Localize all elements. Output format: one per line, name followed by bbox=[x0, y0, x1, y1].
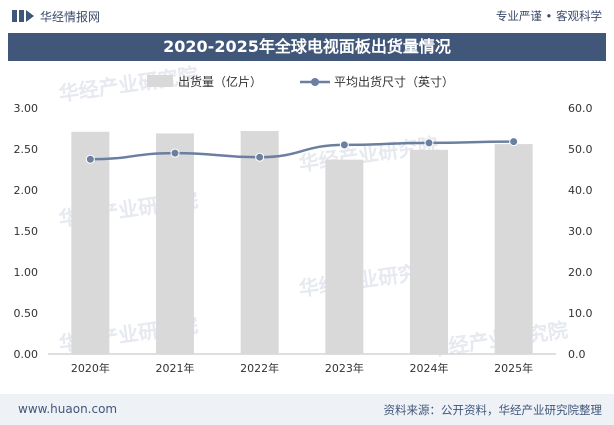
x-tick-label: 2025年 bbox=[494, 361, 533, 375]
line-series bbox=[90, 140, 514, 161]
x-tick-label: 2023年 bbox=[325, 361, 364, 375]
x-tick-label: 2020年 bbox=[71, 361, 110, 375]
chart-area: 华经产业研究院华经产业研究院华经产业研究院华经产业研究院华经产业研究院华经产业研… bbox=[0, 61, 614, 393]
line-point bbox=[339, 140, 349, 150]
line-point bbox=[85, 154, 95, 164]
line-point bbox=[509, 137, 519, 147]
y-right-tick-label: 40.0 bbox=[568, 184, 593, 197]
y-right-tick-label: 60.0 bbox=[568, 102, 593, 115]
y-left-tick-label: 2.50 bbox=[14, 143, 39, 156]
y-left-tick-label: 2.00 bbox=[14, 184, 39, 197]
y-right-tick-label: 30.0 bbox=[568, 225, 593, 238]
header-bar: 华经情报网 专业严谨 • 客观科学 bbox=[0, 0, 614, 33]
y-right-tick-label: 20.0 bbox=[568, 266, 593, 279]
y-right-tick-label: 50.0 bbox=[568, 143, 593, 156]
chart-title: 2020-2025年全球电视面板出货量情况 bbox=[8, 33, 606, 61]
x-tick-label: 2022年 bbox=[240, 361, 279, 375]
bar bbox=[71, 131, 110, 354]
legend-bar-swatch bbox=[147, 75, 173, 87]
bar bbox=[410, 149, 448, 354]
y-left-tick-label: 0.50 bbox=[14, 307, 39, 320]
legend-line-marker bbox=[311, 78, 319, 86]
legend-line-label: 平均出货尺寸（英寸） bbox=[334, 74, 454, 89]
bar bbox=[156, 133, 194, 354]
x-tick-label: 2024年 bbox=[410, 361, 449, 375]
line-point bbox=[255, 152, 265, 162]
footer-bar: www.huaon.com 资料来源：公开资料，华经产业研究院整理 bbox=[0, 394, 614, 425]
y-right-tick-label: 0.0 bbox=[568, 348, 586, 361]
y-left-tick-label: 0.00 bbox=[14, 348, 39, 361]
y-left-tick-label: 3.00 bbox=[14, 102, 39, 115]
y-left-tick-label: 1.00 bbox=[14, 266, 39, 279]
brand-name: 华经情报网 bbox=[40, 10, 101, 24]
footer-source: 资料来源：公开资料，华经产业研究院整理 bbox=[383, 403, 603, 417]
combo-chart: 华经产业研究院华经产业研究院华经产业研究院华经产业研究院华经产业研究院华经产业研… bbox=[14, 63, 593, 375]
bar bbox=[325, 159, 364, 354]
bar bbox=[240, 130, 279, 354]
line-point bbox=[424, 138, 434, 148]
line-point bbox=[170, 148, 180, 158]
y-left-tick-label: 1.50 bbox=[14, 225, 39, 238]
bar bbox=[494, 144, 533, 354]
footer-url[interactable]: www.huaon.com bbox=[18, 402, 118, 416]
slogan: 专业严谨 • 客观科学 bbox=[495, 9, 602, 23]
x-tick-label: 2021年 bbox=[156, 361, 195, 375]
y-right-tick-label: 10.0 bbox=[568, 307, 593, 320]
brand-logo-icon bbox=[12, 10, 34, 22]
legend-bar-label: 出货量（亿片） bbox=[178, 74, 262, 89]
